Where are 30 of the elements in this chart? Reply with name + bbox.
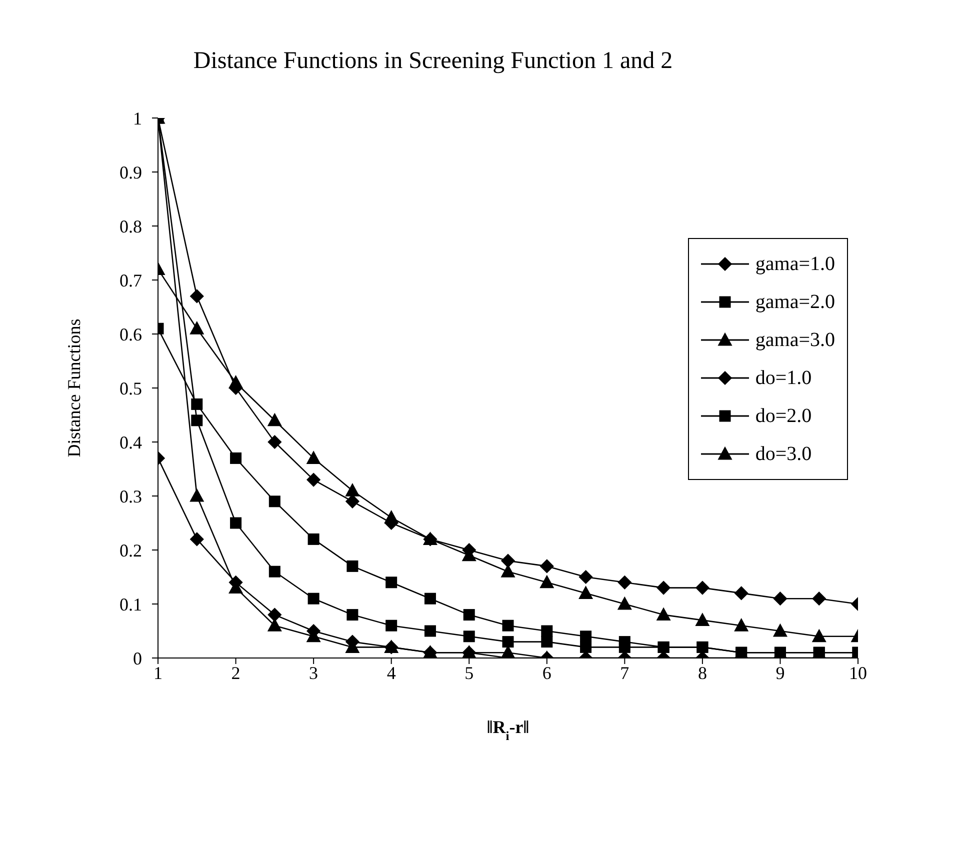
x-tick-label: 1: [154, 662, 162, 683]
legend-label: do=2.0: [755, 404, 812, 428]
x-tick-label: 2: [231, 662, 240, 683]
x-tick-label: 3: [309, 662, 318, 683]
chart-title: Distance Functions in Screening Function 1 and 2: [193, 48, 673, 74]
legend-label: do=3.0: [755, 442, 812, 466]
y-tick-label: 0.7: [120, 270, 142, 290]
y-tick-label: 0.8: [120, 216, 142, 236]
x-tick-label: 8: [698, 662, 707, 683]
x-tick-label: 7: [620, 662, 630, 683]
legend-label: gama=3.0: [755, 328, 835, 352]
y-tick-label: 0.2: [120, 540, 142, 560]
y-tick-label: 0: [133, 648, 142, 668]
legend-label: gama=1.0: [755, 252, 835, 276]
legend-label: do=1.0: [755, 366, 812, 390]
x-tick-label: 5: [464, 662, 474, 683]
y-tick-label: 0.3: [120, 486, 142, 506]
y-axis-title: Distance Functions: [64, 318, 84, 458]
x-tick-label: 4: [386, 662, 396, 683]
y-tick-label: 0.5: [120, 378, 142, 398]
y-tick-label: 0.9: [120, 162, 142, 182]
x-axis-title: ‖R$_{i}$-r‖: [486, 717, 530, 743]
y-tick-label: 1: [133, 108, 142, 128]
legend-label: gama=2.0: [755, 290, 835, 314]
x-tick-label: 6: [542, 662, 552, 683]
x-tick-label: 10: [849, 662, 867, 683]
x-tick-label: 9: [776, 662, 785, 683]
y-tick-label: 0.1: [120, 594, 142, 614]
y-tick-label: 0.4: [120, 432, 142, 452]
y-tick-label: 0.6: [120, 324, 142, 344]
